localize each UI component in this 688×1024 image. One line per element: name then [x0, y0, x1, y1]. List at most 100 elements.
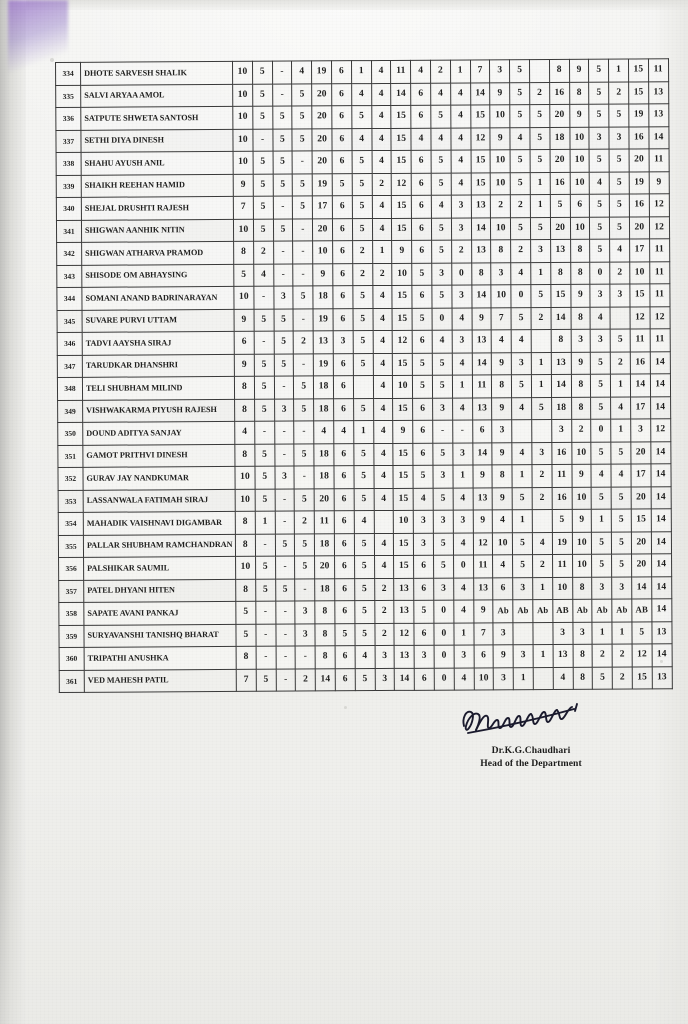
- mark-cell: 8: [571, 396, 592, 420]
- mark-cell: 20: [549, 104, 570, 127]
- mark-cell: 15: [470, 149, 491, 173]
- mark-cell: 5: [431, 240, 452, 263]
- mark-cell: 4: [510, 127, 530, 150]
- mark-cell: 3: [274, 398, 295, 422]
- mark-cell: 9: [489, 82, 510, 105]
- mark-cell: 5: [293, 398, 314, 422]
- mark-cell: 2: [372, 262, 393, 286]
- absent-mark-cell: Ab: [611, 598, 632, 622]
- mark-cell: 5: [412, 352, 433, 376]
- roll-number-cell: 342: [56, 242, 82, 265]
- mark-cell: 4: [511, 397, 532, 420]
- mark-cell: 12: [472, 532, 493, 555]
- roll-number-cell: 347: [57, 354, 83, 378]
- mark-cell: 1: [452, 374, 473, 398]
- mark-cell: 3: [333, 330, 354, 354]
- mark-cell: 5: [292, 83, 312, 107]
- mark-cell: 4: [510, 262, 531, 285]
- mark-cell: 5: [412, 307, 433, 331]
- mark-cell: 6: [332, 195, 353, 219]
- mark-cell: 5: [252, 151, 273, 174]
- mark-cell: 3: [274, 466, 295, 489]
- mark-cell: 6: [331, 128, 352, 151]
- mark-cell: 15: [393, 487, 414, 511]
- mark-cell: 11: [551, 464, 572, 487]
- mark-cell: 2: [451, 239, 472, 263]
- mark-cell: 14: [630, 373, 651, 397]
- mark-cell: 14: [631, 576, 652, 599]
- mark-cell: 2: [352, 263, 373, 286]
- mark-cell: 8: [550, 329, 571, 352]
- mark-cell: 5: [590, 396, 611, 420]
- mark-cell: 8: [572, 576, 593, 600]
- mark-cell: 15: [629, 283, 650, 307]
- mark-cell: 5: [591, 531, 612, 555]
- mark-cell: 5: [334, 623, 355, 646]
- mark-cell: 5: [254, 443, 275, 467]
- mark-cell: 20: [312, 218, 333, 241]
- mark-cell: -: [275, 623, 296, 647]
- mark-cell: 14: [651, 576, 672, 599]
- mark-cell: 6: [332, 150, 352, 174]
- mark-cell: 5: [592, 666, 613, 690]
- mark-cell: 5: [233, 263, 254, 287]
- mark-cell: 4: [372, 285, 393, 309]
- mark-cell: 3: [590, 329, 611, 352]
- mark-cell: 4: [590, 306, 611, 330]
- absent-mark-cell: AB: [631, 598, 652, 622]
- mark-cell: 5: [591, 554, 612, 577]
- mark-cell: 5: [273, 308, 294, 332]
- mark-cell: 5: [609, 216, 630, 240]
- mark-cell: 6: [493, 577, 513, 600]
- mark-cell: 3: [551, 419, 572, 442]
- mark-cell: 4: [411, 127, 432, 151]
- mark-cell: 2: [371, 172, 392, 196]
- mark-cell: [533, 666, 554, 690]
- student-name-cell: PATEL DHYANI HITEN: [83, 578, 236, 603]
- mark-cell: 6: [335, 645, 355, 669]
- mark-cell: 5: [511, 374, 532, 398]
- mark-cell: 18: [314, 443, 334, 466]
- mark-cell: 9: [312, 263, 333, 286]
- mark-cell: 13: [473, 577, 494, 600]
- mark-cell: 14: [315, 668, 336, 691]
- mark-cell: 9: [569, 104, 590, 127]
- mark-cell: 10: [569, 171, 590, 195]
- mark-cell: 5: [292, 105, 313, 129]
- mark-cell: 15: [632, 666, 653, 689]
- mark-cell: 5: [254, 488, 275, 512]
- mark-cell: 20: [312, 150, 333, 174]
- mark-cell: 6: [414, 622, 435, 646]
- mark-cell: 14: [650, 396, 671, 419]
- mark-cell: 5: [354, 600, 375, 624]
- mark-cell: 4: [371, 82, 392, 106]
- mark-cell: 8: [569, 81, 590, 105]
- mark-cell: 19: [552, 531, 573, 555]
- mark-cell: -: [254, 421, 275, 444]
- mark-cell: 5: [529, 149, 550, 173]
- mark-cell: 5: [252, 106, 273, 129]
- mark-cell: 5: [351, 105, 372, 129]
- mark-cell: 8: [570, 374, 591, 397]
- mark-cell: 5: [529, 104, 550, 128]
- roll-number-cell: 352: [57, 467, 84, 490]
- mark-cell: 4: [450, 104, 471, 128]
- signature-block: Dr.K.G.Chaudhari Head of the Department: [436, 700, 626, 770]
- mark-cell: 2: [374, 622, 395, 646]
- mark-cell: 19: [313, 353, 334, 376]
- mark-cell: 8: [235, 533, 256, 557]
- mark-cell: 5: [273, 218, 293, 242]
- mark-cell: 6: [413, 555, 434, 578]
- mark-cell: 20: [630, 441, 651, 464]
- mark-cell: 5: [273, 353, 294, 377]
- mark-cell: 5: [433, 487, 454, 511]
- mark-cell: 8: [490, 239, 511, 263]
- mark-cell: 11: [649, 328, 670, 352]
- mark-cell: -: [274, 511, 295, 534]
- roll-number-cell: 339: [56, 174, 82, 198]
- roll-number-cell: 336: [55, 107, 81, 130]
- mark-cell: 4: [511, 329, 532, 353]
- mark-cell: 5: [589, 194, 610, 217]
- mark-cell: 16: [628, 126, 649, 149]
- mark-cell: 5: [413, 465, 434, 488]
